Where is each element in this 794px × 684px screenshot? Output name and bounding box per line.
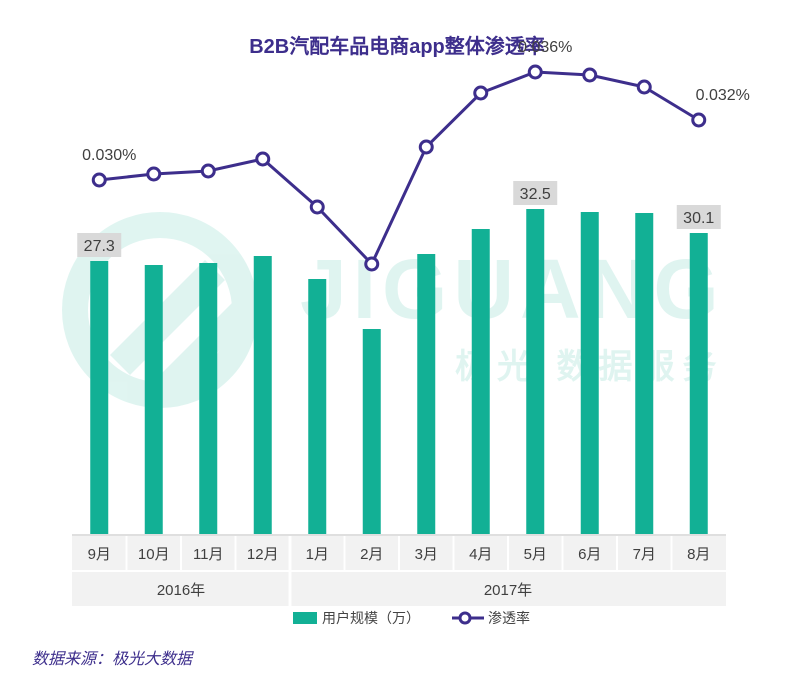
legend-line-label: 渗透率 [488,610,530,626]
axis-month-label: 9月 [88,546,111,563]
legend-bar-swatch [293,612,317,624]
axis-row-years [72,572,726,606]
axis-month-label: 11月 [193,546,224,563]
legend-line-marker [458,611,472,625]
axis-month-label: 4月 [469,546,492,563]
bar [90,261,109,534]
line-point [582,67,598,83]
axis-month-label: 5月 [524,546,547,563]
axis-month-label: 2月 [360,546,383,563]
line-point [527,64,543,80]
bar [362,329,381,534]
line-path [99,70,700,267]
axis-month-label: 3月 [415,546,438,563]
line-value-label: 0.030% [82,147,136,164]
axis-year-label: 2017年 [484,582,532,599]
axis-month-label: 10月 [138,546,170,563]
line-point [309,199,325,215]
bar [144,265,163,534]
axis-year-label: 2016年 [157,582,205,599]
bar-label-box [77,233,122,257]
bar [526,209,545,534]
line-labels: 0.030% 0.036% 0.032% [82,39,750,164]
bar-series [90,209,708,534]
line-point [91,172,107,188]
line-point [255,151,271,167]
bar [689,233,708,534]
line-value-label: 0.036% [518,39,572,56]
axis-month-label: 6月 [578,546,601,563]
line-point [146,166,162,182]
axis-month-label: 12月 [247,546,279,563]
bar-label-box [513,181,558,205]
watermark: JIGUANG 极光 数据服务 [62,212,719,408]
bar [580,212,599,534]
data-source: 数据来源：极光大数据 [32,651,193,668]
bar-value-label: 32.5 [520,186,551,203]
legend: 用户规模（万） 渗透率 [293,610,530,626]
line-point [200,163,216,179]
line-point [691,112,707,128]
bar [199,263,218,534]
watermark-logo-slash [110,260,225,375]
line-point [418,139,434,155]
line-point [364,256,380,272]
bar [471,229,490,534]
bar-value-label: 27.3 [84,238,115,255]
category-axis: 9月 10月 11月 12月 1月 2月 3月 4月 5月 6月 7月 8月 2016年 2017年 [72,534,726,606]
line-value-label: 0.032% [696,87,750,104]
bar [635,213,654,534]
bar-labels: 27.3 32.5 30.1 [77,181,721,257]
bar [253,256,272,534]
chart-title: B2B汽配车品电商app整体渗透率 [249,36,545,58]
axis-month-label: 7月 [633,546,656,563]
line-point [473,85,489,101]
bar [308,279,327,534]
axis-month-label: 8月 [687,546,710,563]
axis-month-label: 1月 [306,546,329,563]
bar [417,254,436,534]
line-point [636,79,652,95]
line-series [91,64,707,272]
bar-value-label: 30.1 [683,210,714,227]
bar-label-box [676,205,721,229]
legend-bar-label: 用户规模（万） [322,610,420,626]
